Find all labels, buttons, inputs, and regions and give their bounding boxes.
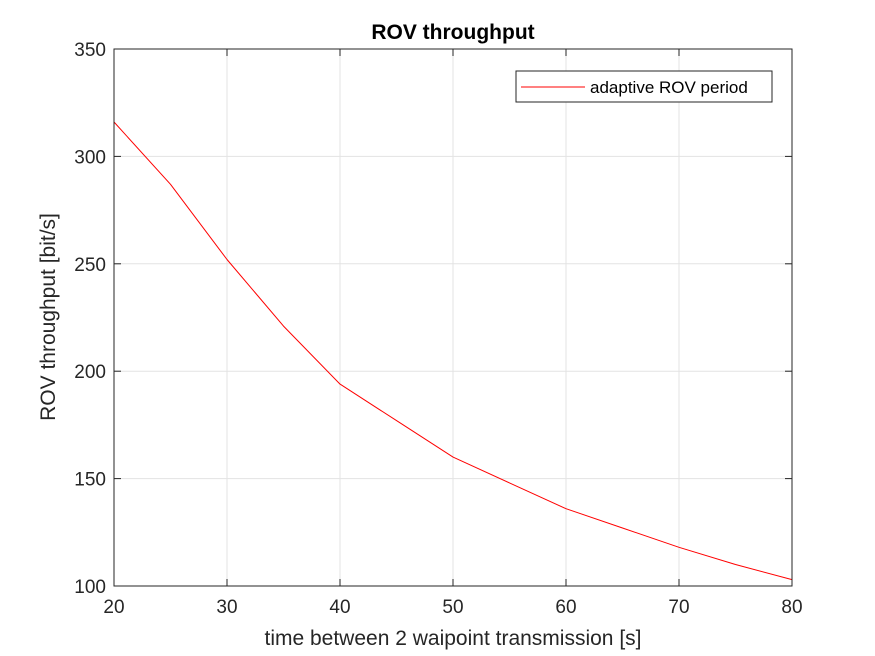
legend-entry-adaptive-rov-period: adaptive ROV period	[590, 78, 748, 97]
series-line-adaptive-rov-period	[113, 121, 793, 581]
y-tick-label: 300	[74, 147, 106, 168]
y-tick-label: 150	[74, 470, 106, 491]
x-tick-label: 30	[216, 597, 237, 618]
grid-lines	[114, 49, 792, 586]
y-axis-label: ROV throughput [bit/s]	[37, 213, 60, 421]
legend: adaptive ROV period	[515, 70, 773, 103]
chart-title: ROV throughput	[371, 21, 534, 44]
x-tick-labels: 20 30 40 50 60 70 80	[103, 597, 802, 618]
x-axis-label: time between 2 waipoint transmission [s]	[264, 627, 641, 650]
y-tick-label: 250	[74, 255, 106, 276]
tick-marks	[113, 48, 793, 587]
x-tick-label: 20	[103, 597, 124, 618]
y-tick-label: 350	[74, 40, 106, 61]
x-tick-label: 40	[329, 597, 350, 618]
y-tick-labels: 100 150 200 250 300 350	[74, 40, 106, 598]
x-tick-label: 80	[781, 597, 802, 618]
series-layer	[113, 121, 793, 581]
y-tick-label: 100	[74, 577, 106, 598]
x-tick-label: 60	[555, 597, 576, 618]
y-tick-label: 200	[74, 362, 106, 383]
x-tick-label: 70	[668, 597, 689, 618]
x-tick-label: 50	[442, 597, 463, 618]
